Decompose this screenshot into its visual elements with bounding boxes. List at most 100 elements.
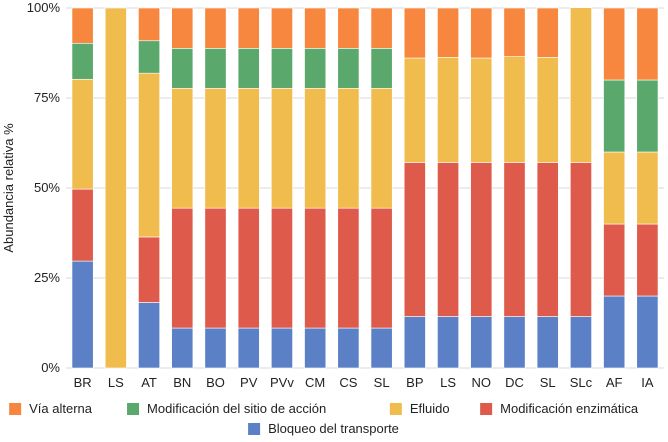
bar-segment [370,7,393,49]
bar-segment [403,7,426,59]
x-tick-label: PV [240,375,258,390]
bar-segment [271,207,293,329]
bar-segment [271,327,293,369]
x-tick-label: CM [305,375,325,390]
bar-segment [204,87,227,209]
bar-segment [237,207,260,329]
bar-segment [171,7,194,49]
x-tick-label: AT [141,375,157,390]
x-tick-label: BP [406,375,423,390]
bar-segment [337,87,360,209]
bar-segment [304,207,327,329]
bar-segment [636,295,659,369]
y-tick-label: 25% [34,270,60,285]
bar-segment [138,236,160,303]
bar-segment [271,48,293,89]
y-axis-title: Abundancia relativa % [1,123,16,253]
bar-segment [470,162,493,317]
bar-segment [403,162,426,317]
bar-segment [271,87,293,209]
bar-segment [71,42,94,80]
bar-segment [237,7,260,49]
bar-segment [470,316,493,369]
bar-segment [370,207,393,329]
bar-segment [503,316,526,369]
x-tick-label: SLc [570,375,593,390]
legend-swatch [248,423,261,435]
legend-swatch [389,403,402,415]
bar-segment [536,316,559,369]
bar-segment [171,327,194,369]
x-tick-label: BR [74,375,92,390]
x-tick-label: BN [173,375,191,390]
bar-segment [437,162,459,317]
bar-segment [237,327,260,369]
x-tick-label: LS [440,375,456,390]
bar-segment [603,295,626,369]
y-tick-labels: 0% 25% 50% 75% 100% [27,0,61,375]
bar-segment [636,7,659,81]
bar-segment [138,72,160,238]
bar-segment [304,87,327,209]
x-tick-label: AF [606,375,623,390]
bar-segment [71,260,94,369]
bar-segment [71,78,94,190]
bar-segment [636,223,659,297]
bar-segment [570,316,592,369]
x-tick-label: BO [206,375,225,390]
x-tick-label: LS [108,375,124,390]
bar-segment [337,48,360,89]
bar-segment [171,48,194,89]
bar-segment [237,87,260,209]
bar-segment [437,7,459,58]
legend-label: Vía alterna [29,401,93,416]
legend: Vía alterna Modificación del sitio de acc… [9,401,639,436]
bar-segment [171,207,194,329]
bar-segment [370,327,393,369]
bar-segment [503,162,526,317]
bar-segment [138,40,160,74]
y-tick-label: 75% [34,90,60,105]
bar-segment [570,7,592,163]
y-tick-label: 50% [34,180,60,195]
bar-segment [570,162,592,317]
legend-label: Bloqueo del transporte [268,421,399,436]
bar-segment [138,7,160,42]
bar-segment [337,7,360,49]
legend-label: Modificación enzimática [500,401,639,416]
bar-segment [470,7,493,59]
bar-segment [603,223,626,297]
x-tick-label: SL [374,375,390,390]
bar-segment [71,7,94,44]
bar-segment [204,7,227,49]
legend-swatch [480,403,493,415]
bar-segment [304,48,327,89]
bar-segment [370,87,393,209]
x-tick-label: CS [339,375,357,390]
legend-item: Modificación enzimática [480,401,639,416]
legend-swatch [127,403,140,415]
bar-segment [503,7,526,57]
bar-segment [603,79,626,153]
bar-segment [437,57,459,163]
bar-segment [337,207,360,329]
bar-segment [603,151,626,225]
bar-segment [437,316,459,369]
legend-item: Vía alterna [9,401,93,416]
x-tick-label: PVv [270,375,294,390]
bar-segment [536,7,559,58]
legend-item: Modificación del sitio de acción [127,401,326,416]
y-tick-label: 0% [41,360,60,375]
bar-segment [71,188,94,262]
bar-segment [204,207,227,329]
legend-item: Efluido [389,401,450,416]
x-tick-label: SL [540,375,556,390]
bar-segment [237,48,260,89]
x-tick-label: NO [472,375,492,390]
y-tick-label: 100% [27,0,61,15]
bar-segment [204,48,227,89]
legend-label: Efluido [410,401,450,416]
bar-segment [271,7,293,49]
bar-segment [536,57,559,163]
